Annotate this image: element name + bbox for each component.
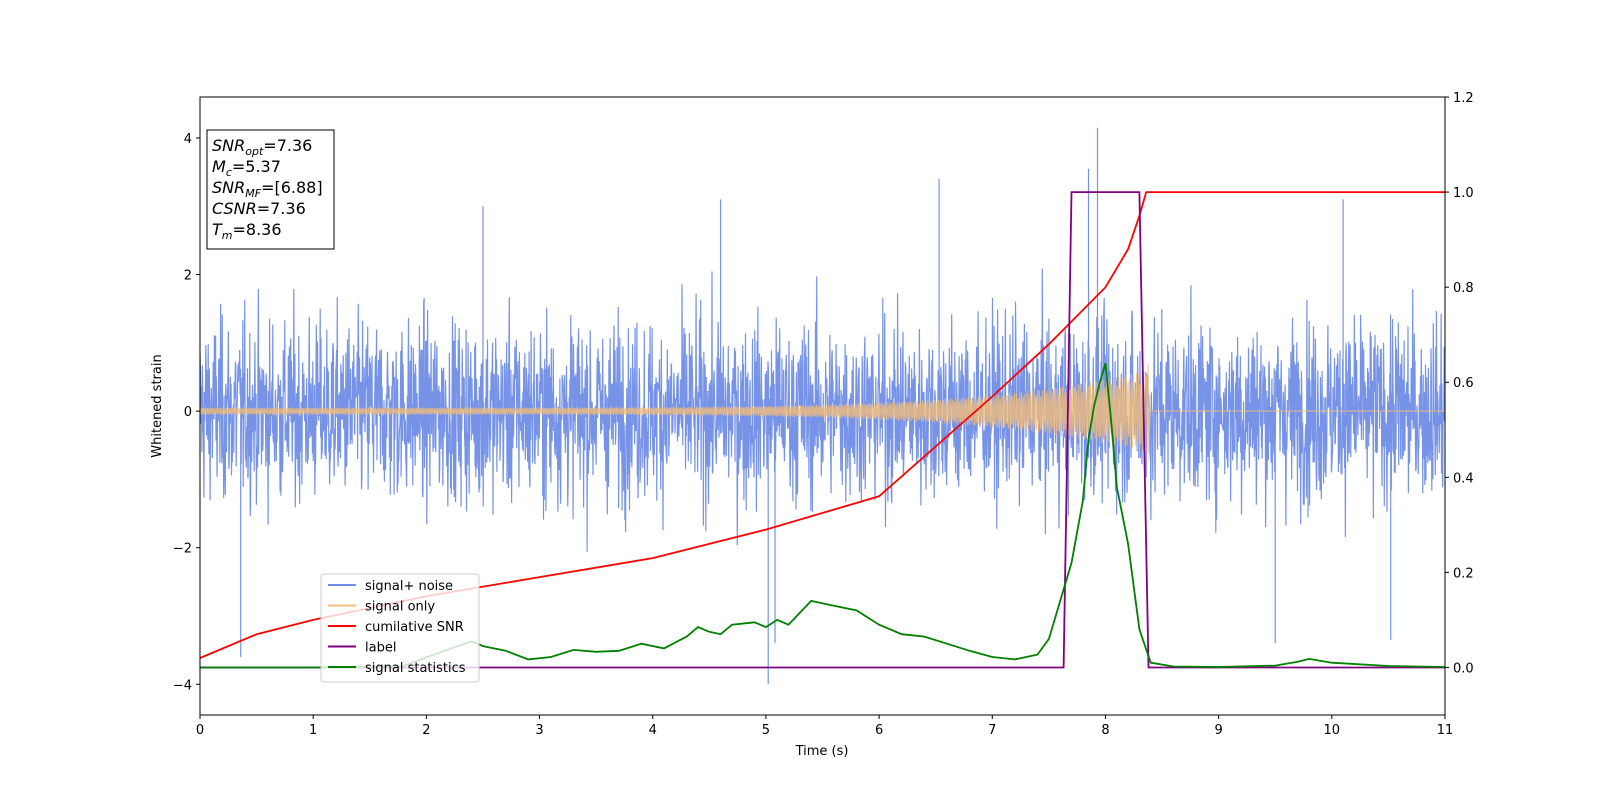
x-tick-label: 5 — [762, 723, 770, 738]
legend: signal+ noise signal only cumilative SNR la… — [320, 573, 480, 683]
series-signal-statistics — [200, 362, 1445, 669]
legend-label: signal only — [365, 600, 435, 615]
right-y-axis: 0.0 0.2 0.4 0.6 0.8 1.0 1.2 — [1445, 91, 1474, 676]
x-axis: 0 1 2 3 4 5 6 7 8 9 10 11 — [196, 715, 1453, 738]
y-axis-label: Whitened strain — [150, 354, 165, 457]
x-tick-label: 6 — [875, 723, 883, 738]
x-tick-label: 11 — [1437, 723, 1454, 738]
x-tick-label: 3 — [535, 723, 543, 738]
left-y-tick-label: −4 — [173, 678, 192, 693]
legend-label: cumilative SNR — [365, 620, 464, 635]
legend-label: signal+ noise — [365, 579, 453, 594]
plot-frame — [199, 96, 1446, 716]
x-tick-label: 10 — [1324, 723, 1341, 738]
x-tick-label: 8 — [1101, 723, 1109, 738]
left-y-tick-label: 0 — [184, 405, 192, 420]
x-tick-label: 4 — [649, 723, 657, 738]
legend-label: label — [365, 641, 396, 656]
left-y-tick-label: 2 — [184, 269, 192, 284]
x-tick-label: 1 — [309, 723, 317, 738]
right-y-tick-label: 0.8 — [1453, 281, 1474, 296]
x-tick-label: 9 — [1214, 723, 1222, 738]
right-y-tick-label: 0.4 — [1453, 471, 1474, 486]
legend-frame — [320, 573, 480, 683]
right-y-tick-label: 0.6 — [1453, 376, 1474, 391]
x-tick-label: 7 — [988, 723, 996, 738]
x-tick-label: 2 — [422, 723, 430, 738]
x-tick-label: 0 — [196, 723, 204, 738]
info-line: CSNR=7.36 — [212, 199, 306, 218]
left-y-axis: −4 −2 0 2 4 — [173, 132, 200, 693]
right-y-tick-label: 0.0 — [1453, 661, 1474, 676]
left-y-tick-label: −2 — [173, 542, 192, 557]
right-y-tick-label: 1.0 — [1453, 186, 1474, 201]
left-y-tick-label: 4 — [184, 132, 192, 147]
x-axis-label: Time (s) — [795, 744, 849, 759]
info-line: Mc=5.37 — [212, 157, 281, 179]
right-y-tick-label: 0.2 — [1453, 566, 1474, 581]
info-line: SNRopt=7.36 — [212, 136, 312, 158]
info-line: SNRMF=[6.88] — [212, 178, 323, 200]
series-layer — [200, 127, 1445, 685]
legend-label: signal statistics — [365, 661, 466, 676]
info-box-frame — [206, 129, 335, 250]
info-line: Tm=8.36 — [212, 220, 282, 242]
right-y-tick-label: 1.2 — [1453, 91, 1474, 106]
series-signal-only — [200, 364, 1445, 459]
